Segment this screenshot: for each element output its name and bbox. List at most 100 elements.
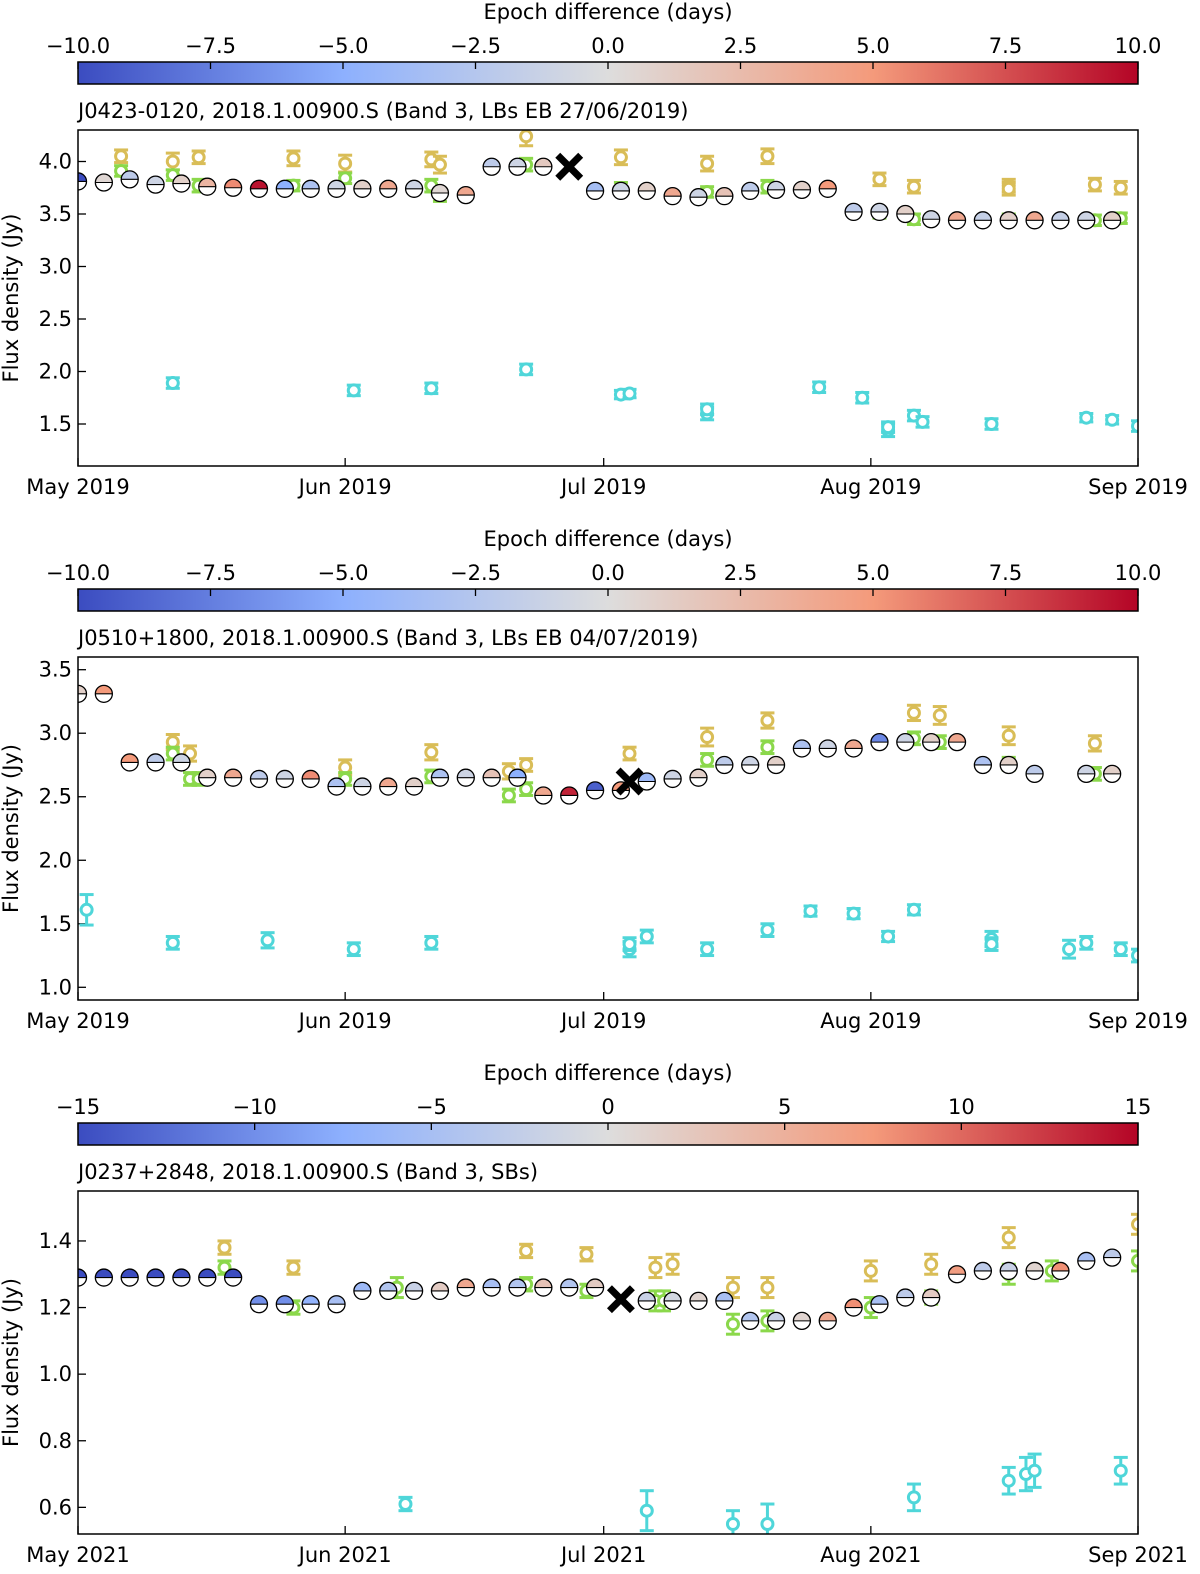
interpolated-point (534, 786, 553, 805)
interpolated-point (301, 1295, 320, 1314)
y-tick-label: 3.0 (39, 255, 72, 279)
plot-area (78, 130, 1138, 439)
interpolated-point (94, 1268, 114, 1287)
y-tick-label: 1.0 (39, 975, 72, 999)
chart-panel-1: Epoch difference (days) −10.0 −7.5 −5.0 −2.5… (0, 0, 1188, 499)
data-point-yellow (519, 130, 534, 148)
y-tick-label: 2.5 (39, 785, 72, 809)
colorbar-tick-label: −5.0 (318, 34, 369, 58)
x-tick-label: Jul 2021 (559, 1543, 646, 1567)
interpolated-point (637, 772, 656, 791)
colorbar-tick-label: 7.5 (989, 34, 1022, 58)
y-axis-label: Flux density (Jy) (0, 744, 23, 913)
data-point-cyan (346, 383, 361, 398)
interpolated-point (275, 179, 294, 198)
interpolated-point (689, 1291, 708, 1311)
data-point-yellow (665, 1252, 680, 1276)
interpolated-point (922, 1288, 941, 1307)
colorbar-tick-label: 10.0 (1115, 561, 1162, 585)
interpolated-point (249, 769, 269, 789)
interpolated-point (663, 186, 682, 206)
interpolated-point (1051, 1261, 1070, 1281)
data-point-cyan (1079, 934, 1094, 951)
data-point-yellow (932, 705, 947, 726)
data-point-cyan (519, 362, 534, 377)
interpolated-point (973, 211, 993, 230)
interpolated-point (78, 684, 88, 703)
interpolated-point (78, 172, 88, 191)
colorbar-tick-label: 10.0 (1115, 34, 1162, 58)
reference-epoch-marker (615, 767, 644, 796)
data-point-yellow (432, 154, 447, 175)
data-point-cyan (346, 941, 361, 958)
interpolated-point (999, 755, 1018, 775)
interpolated-point (1102, 211, 1122, 230)
data-point-cyan (700, 402, 715, 417)
data-point-cyan (881, 929, 896, 944)
data-point-cyan (906, 1482, 921, 1513)
data-point-cyan (760, 922, 775, 938)
interpolated-point (327, 1295, 346, 1314)
interpolated-point (430, 183, 450, 203)
y-tick-label: 3.0 (39, 721, 72, 745)
data-point-cyan (984, 417, 999, 431)
reference-epoch-marker (555, 152, 584, 181)
interpolated-point (792, 180, 812, 200)
interpolated-point (1025, 1261, 1044, 1281)
y-tick-label: 0.8 (39, 1429, 72, 1453)
interpolated-point (172, 753, 191, 772)
interpolated-point (301, 769, 320, 789)
data-point-cyan (1131, 947, 1138, 964)
interpolated-point (1051, 211, 1070, 230)
chart-title: J0510+1800, 2018.1.00900.S (Band 3, LBs … (76, 626, 698, 650)
interpolated-point (715, 1291, 734, 1311)
colorbar-label: Epoch difference (days) (483, 1061, 732, 1085)
plot-area (78, 1212, 1138, 1534)
data-point-cyan (165, 934, 180, 951)
interpolated-point (172, 174, 191, 193)
colorbar-tick-label: 5 (778, 1095, 791, 1119)
data-point-yellow (760, 1276, 775, 1300)
x-tick-label: Jun 2019 (297, 1009, 392, 1033)
interpolated-point (223, 768, 243, 787)
interpolated-point (249, 179, 269, 198)
colorbar-tick-label: −5.0 (318, 561, 369, 585)
data-point-yellow (1087, 176, 1102, 193)
data-point-yellow (906, 703, 921, 723)
data-point-yellow (648, 1256, 663, 1280)
interpolated-point (379, 777, 398, 796)
interpolated-point (715, 186, 734, 206)
colorbar-tick-label: 5.0 (856, 561, 889, 585)
interpolated-point (766, 1311, 786, 1331)
interpolated-point (1077, 211, 1096, 230)
colorbar-tick-label: 0.0 (591, 34, 624, 58)
interpolated-point (482, 768, 501, 787)
y-tick-label: 1.4 (39, 1229, 72, 1253)
data-point-cyan (79, 893, 94, 927)
interpolated-point (1077, 764, 1096, 784)
data-point-cyan (424, 934, 439, 951)
reference-epoch-marker (606, 1285, 635, 1314)
data-point-cyan (812, 380, 827, 395)
interpolated-point (637, 1291, 656, 1311)
y-tick-label: 2.0 (39, 848, 72, 872)
x-tick-label: Sep 2021 (1088, 1543, 1188, 1567)
data-point-cyan (725, 1509, 740, 1534)
x-tick-label: May 2019 (26, 475, 130, 499)
interpolated-point (146, 753, 165, 772)
data-point-yellow (863, 1259, 878, 1283)
interpolated-point (999, 1261, 1018, 1281)
data-point-yellow (1001, 725, 1016, 747)
data-point-yellow (165, 151, 180, 172)
y-tick-label: 4.0 (39, 150, 72, 174)
interpolated-point (120, 1268, 139, 1287)
interpolated-point (1102, 1248, 1122, 1267)
y-tick-label: 0.6 (39, 1495, 72, 1519)
interpolated-point (146, 175, 165, 194)
data-point-yellow (760, 711, 775, 730)
x-tick-label: Jul 2019 (559, 1009, 646, 1033)
data-point-yellow (622, 745, 637, 762)
interpolated-point (947, 211, 967, 230)
interpolated-point (947, 732, 967, 752)
colorbar-tick-label: 2.5 (724, 561, 757, 585)
